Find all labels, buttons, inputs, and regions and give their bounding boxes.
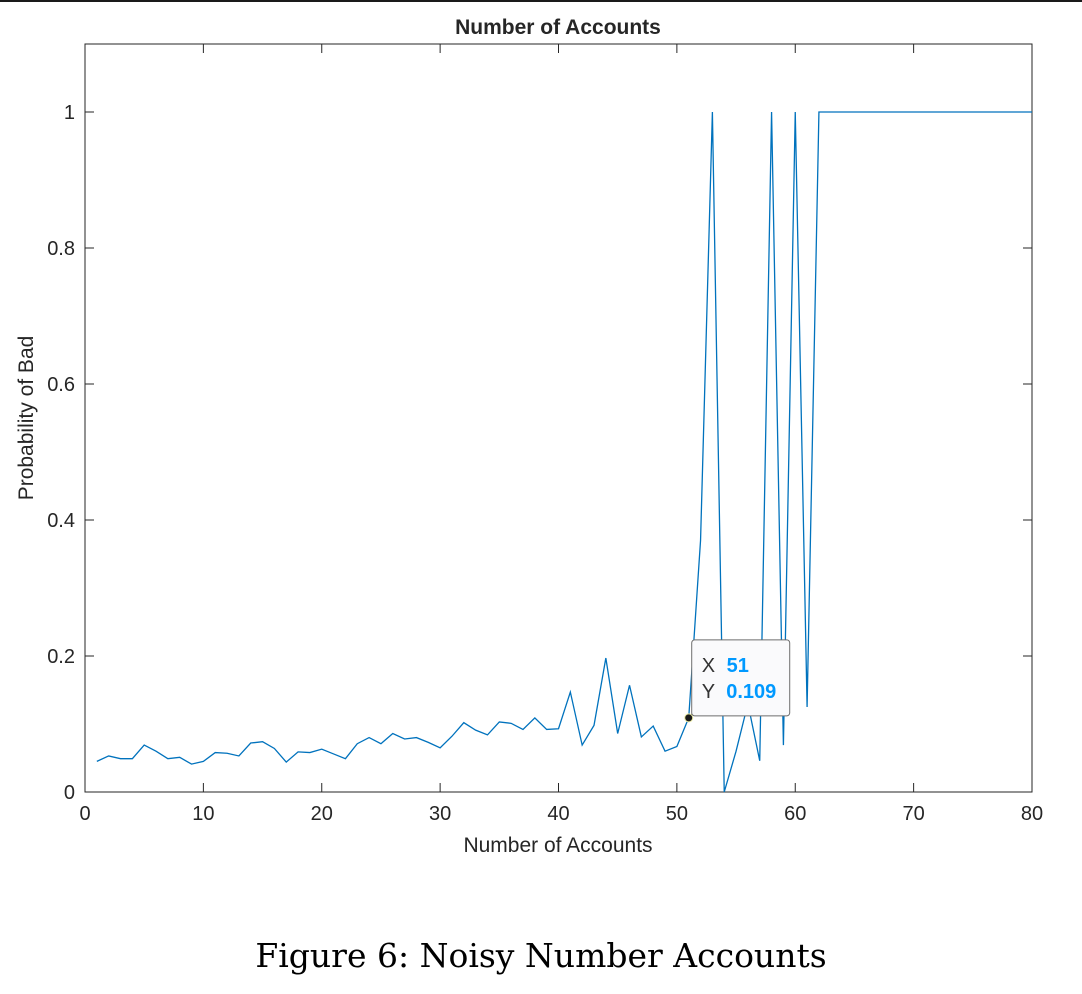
x-axis-label: Number of Accounts bbox=[463, 834, 652, 857]
chart-title: Number of Accounts bbox=[455, 16, 661, 39]
x-tick-label: 70 bbox=[903, 803, 925, 825]
x-tick-label: 0 bbox=[79, 803, 90, 825]
page-top-border bbox=[0, 0, 1082, 2]
datatip-y-label: Y bbox=[702, 681, 715, 703]
y-tick-label: 0.8 bbox=[47, 238, 75, 260]
datatip-marker[interactable] bbox=[684, 713, 694, 723]
datatip[interactable]: X 51 Y 0.109 bbox=[684, 639, 791, 723]
datatip-x-row: X 51 bbox=[702, 655, 749, 677]
y-tick-label: 1 bbox=[64, 102, 75, 124]
x-tick-label: 30 bbox=[429, 803, 451, 825]
datatip-y-row: Y 0.109 bbox=[702, 681, 777, 703]
y-tick-label: 0.6 bbox=[47, 374, 75, 396]
y-axis-label: Probability of Bad bbox=[15, 336, 38, 501]
datatip-y-value: 0.109 bbox=[726, 681, 776, 703]
y-tick-label: 0 bbox=[64, 782, 75, 804]
plot-area bbox=[84, 43, 1033, 793]
y-tick-label: 0.2 bbox=[47, 646, 75, 668]
x-axis: 0 10 20 30 40 50 60 70 80 bbox=[79, 44, 1043, 825]
y-axis: 0 0.2 0.4 0.6 0.8 1 bbox=[47, 102, 1032, 804]
x-tick-label: 50 bbox=[666, 803, 688, 825]
line-chart[interactable]: Number of Accounts 0 10 20 30 40 50 60 70 80 0 0.… bbox=[0, 0, 1082, 880]
series-line bbox=[96, 111, 1032, 793]
x-tick-label: 60 bbox=[784, 803, 806, 825]
figure-caption: Figure 6: Noisy Number Accounts bbox=[255, 936, 827, 975]
datatip-x-label: X bbox=[702, 655, 715, 677]
x-tick-label: 20 bbox=[311, 803, 333, 825]
x-tick-label: 10 bbox=[192, 803, 214, 825]
datatip-x-value: 51 bbox=[727, 655, 749, 677]
y-tick-label: 0.4 bbox=[47, 510, 75, 532]
datatip-box bbox=[691, 639, 791, 717]
x-tick-label: 40 bbox=[547, 803, 569, 825]
x-tick-label: 80 bbox=[1021, 803, 1043, 825]
